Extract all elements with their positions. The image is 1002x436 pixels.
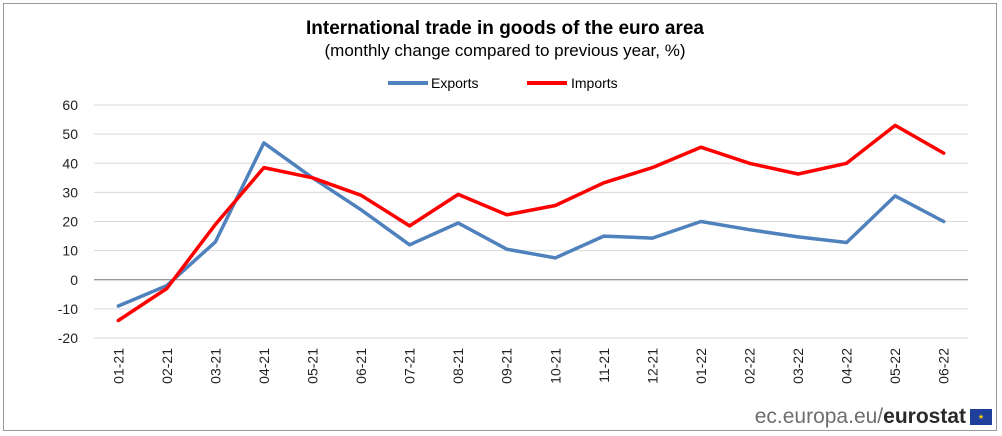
- series-lines: [116, 123, 946, 323]
- legend-label-imports: Imports: [571, 75, 618, 91]
- x-tick-label: 04-21: [256, 348, 272, 384]
- y-tick-label: 0: [70, 272, 78, 288]
- series-line-exports: [116, 141, 946, 308]
- x-tick-label: 12-21: [644, 348, 660, 384]
- x-tick-label: 07-21: [402, 348, 418, 384]
- eu-flag-icon: ★: [970, 409, 992, 425]
- legend-label-exports: Exports: [431, 75, 478, 91]
- x-tick-label: 03-22: [790, 348, 806, 384]
- y-tick-label: -20: [58, 330, 78, 346]
- chart-title: International trade in goods of the euro…: [306, 18, 704, 39]
- legend: Exports Imports: [388, 75, 618, 91]
- series-line-imports: [116, 123, 946, 323]
- grid: [94, 104, 968, 339]
- y-tick-label: 40: [62, 155, 78, 171]
- y-tick-label: 60: [62, 97, 78, 113]
- y-tick-label: 20: [62, 214, 78, 230]
- x-tick-label: 10-21: [547, 348, 563, 384]
- x-tick-label: 09-21: [499, 348, 515, 384]
- x-tick-label: 01-21: [110, 348, 126, 384]
- y-tick-label: -10: [58, 301, 78, 317]
- x-tick-label: 11-21: [596, 348, 612, 383]
- x-axis-ticks: 01-21 02-21 03-21 04-21 05-21 06-21 07-21 08-21…: [110, 348, 951, 384]
- chart-subtitle: (monthly change compared to previous yea…: [325, 41, 686, 60]
- y-tick-label: 10: [62, 243, 78, 259]
- eurostat-footer: ec.europa.eu/ eurostat ★: [755, 405, 992, 429]
- chart-frame: [3, 3, 997, 431]
- x-tick-label: 02-21: [159, 348, 175, 384]
- x-tick-label: 04-22: [839, 348, 855, 384]
- x-tick-label: 01-22: [693, 348, 709, 384]
- y-tick-label: 30: [62, 184, 78, 200]
- x-tick-label: 06-22: [936, 348, 952, 384]
- y-tick-label: 50: [62, 126, 78, 142]
- x-tick-label: 02-22: [742, 348, 758, 384]
- footer-site: ec.europa.eu/: [754, 405, 884, 428]
- x-tick-label: 08-21: [450, 348, 466, 384]
- x-tick-label: 06-21: [353, 348, 369, 384]
- y-axis-ticks: -20 -10 0 10 20 30 40 50 60: [58, 97, 78, 346]
- footer-brand: eurostat: [883, 405, 966, 428]
- x-tick-label: 05-21: [305, 348, 321, 384]
- x-tick-label: 05-22: [887, 348, 903, 384]
- x-tick-label: 03-21: [207, 348, 223, 384]
